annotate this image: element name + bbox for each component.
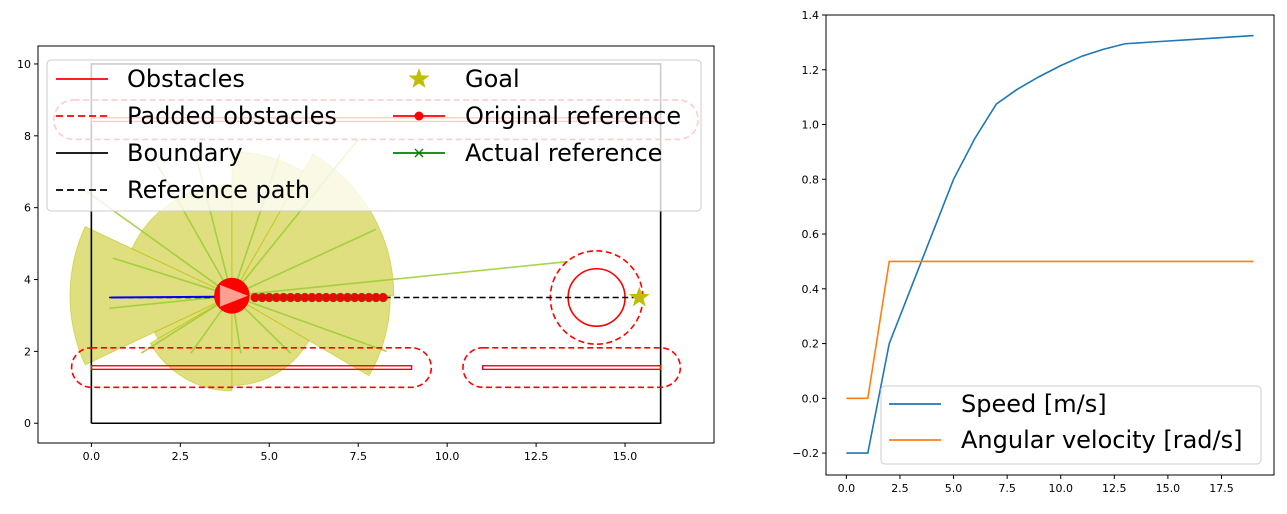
- y-tick-label: 1.4: [802, 9, 820, 22]
- y-tick-label: −0.2: [792, 447, 819, 460]
- padded-obstacle: [462, 346, 682, 389]
- legend-handle: [408, 68, 430, 88]
- sensor-ray: [231, 228, 377, 297]
- y-tick-label: 0.0: [802, 392, 820, 405]
- x-tick-label: 10.0: [435, 450, 460, 463]
- y-tick-label: 0: [24, 417, 31, 430]
- legend-label: Obstacles: [127, 65, 245, 93]
- y-tick-label: 0.2: [802, 338, 820, 351]
- y-tick-label: 0.6: [802, 228, 820, 241]
- y-tick-label: 8: [24, 130, 31, 143]
- x-tick-label: 0.0: [838, 482, 856, 495]
- x-tick-label: 7.5: [998, 482, 1016, 495]
- legend-label: Goal: [465, 65, 520, 93]
- legend-label: Speed [m/s]: [961, 390, 1107, 418]
- robot-heading-arrow: [219, 284, 248, 307]
- series-line-speed: [846, 34, 1254, 454]
- series-line-angular-velocity: [846, 260, 1254, 400]
- y-tick-label: 10: [17, 58, 31, 71]
- y-tick-label: 0.8: [802, 173, 820, 186]
- sensor-ray: [140, 295, 233, 354]
- x-tick-label: 5.0: [261, 450, 279, 463]
- sensor-sector: [69, 225, 234, 366]
- x-tick-label: 10.0: [1048, 482, 1073, 495]
- legend-label: Angular velocity [rad/s]: [961, 426, 1243, 454]
- x-tick-label: 17.5: [1209, 482, 1234, 495]
- obstacle: [90, 365, 413, 371]
- x-tick-label: 15.0: [1156, 482, 1181, 495]
- legend-label: Actual reference: [465, 139, 662, 167]
- legend-handle-marker: [414, 148, 424, 158]
- legend-label: Boundary: [127, 139, 243, 167]
- legend: Speed [m/s] Angular velocity [rad/s]: [880, 385, 1262, 465]
- sensor-sector: [153, 295, 233, 340]
- past-trajectory: [110, 295, 216, 299]
- legend-label: Original reference: [465, 102, 681, 130]
- x-tick-label: 2.5: [172, 450, 190, 463]
- y-tick-label: 1.0: [802, 119, 820, 132]
- x-tick-label: 5.0: [945, 482, 963, 495]
- legend: Obstacles Goal Padded obstacles Original re…: [46, 59, 702, 212]
- y-tick-label: 1.2: [802, 64, 820, 77]
- sensor-sector: [230, 295, 391, 377]
- y-tick-label: 0.4: [802, 283, 820, 296]
- y-tick-label: 2: [24, 345, 31, 358]
- legend-frame: [46, 59, 702, 212]
- velocity-chart: 0.0 2.5 5.0 7.5 10.0 12.5 15.0 17.5 −0.2 0.0 0.2 0.…: [792, 9, 1275, 495]
- sensor-ray: [231, 260, 569, 297]
- y-tick-label: 4: [24, 274, 31, 287]
- axes-frame: [37, 45, 715, 444]
- x-tick-label: 12.5: [524, 450, 549, 463]
- axes-frame: [825, 14, 1275, 476]
- x-tick-label: 12.5: [1102, 482, 1127, 495]
- x-tick-label: 0.0: [83, 450, 101, 463]
- sensor-ray: [112, 257, 233, 297]
- obstacle: [482, 365, 662, 371]
- padded-obstacle: [70, 346, 432, 389]
- legend-handle-marker: [414, 111, 424, 121]
- y-tick-label: 6: [24, 202, 31, 215]
- legend-label: Reference path: [127, 176, 310, 204]
- sensor-sector: [231, 294, 310, 387]
- goal-star: [628, 286, 650, 307]
- x-tick-label: 7.5: [349, 450, 367, 463]
- sensor-sector: [149, 294, 233, 392]
- x-tick-label: 2.5: [891, 482, 909, 495]
- x-tick-label: 15.0: [613, 450, 638, 463]
- sensor-ray: [231, 294, 387, 353]
- legend-label: Padded obstacles: [127, 102, 337, 130]
- map-chart: 0.0 2.5 5.0 7.5 10.0 12.5 15.0 0 2 4 6 8 10 Obstacles…: [17, 45, 715, 463]
- legend-frame: [880, 385, 1262, 465]
